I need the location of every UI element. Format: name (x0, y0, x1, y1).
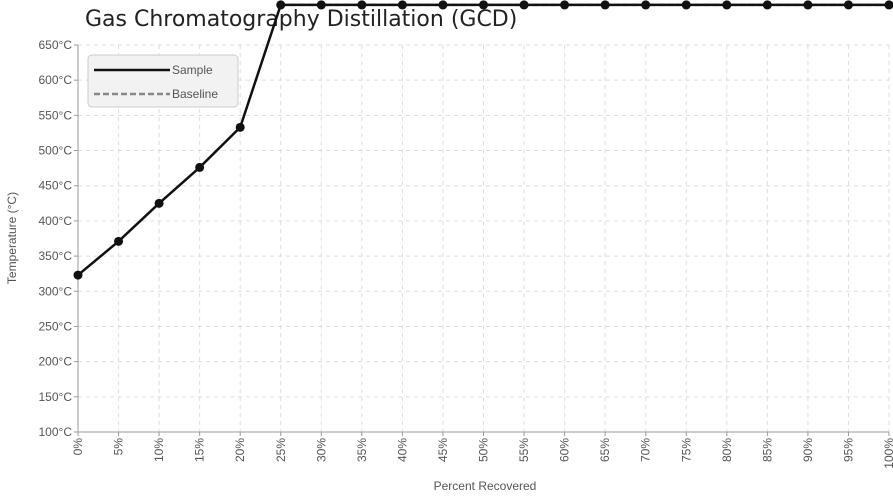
x-tick-label: 45% (436, 438, 450, 462)
y-tick-label: 600°C (39, 73, 73, 87)
y-tick-label: 350°C (39, 249, 73, 263)
legend: Sample Baseline (87, 54, 239, 108)
x-tick-label: 10% (152, 438, 166, 462)
x-tick-label: 35% (355, 438, 369, 462)
data-point (681, 0, 691, 10)
y-axis-label: Temperature (°C) (5, 192, 19, 284)
data-point (195, 162, 205, 172)
x-tick-label: 90% (801, 438, 815, 462)
x-tick-label: 25% (274, 438, 288, 462)
data-point (762, 0, 772, 10)
legend-label: Baseline (172, 87, 218, 101)
data-point (235, 122, 245, 132)
y-tick-label: 200°C (39, 355, 73, 369)
data-point (73, 270, 83, 280)
x-tick-label: 95% (841, 438, 855, 462)
data-point (397, 0, 407, 10)
x-tick-label: 5% (112, 438, 126, 456)
data-point (843, 0, 853, 10)
x-tick-label: 50% (477, 438, 491, 462)
y-tick-label: 100°C (39, 425, 73, 439)
x-tick-label: 40% (395, 438, 409, 462)
x-tick-label: 60% (558, 438, 572, 462)
chart-title: Gas Chromatography Distillation (GCD) (85, 7, 517, 32)
data-point (357, 0, 367, 10)
x-tick-label: 65% (598, 438, 612, 462)
data-point (438, 0, 448, 10)
y-tick-label: 450°C (39, 179, 73, 193)
y-tick-label: 250°C (39, 319, 73, 333)
y-tick-label: 400°C (39, 214, 73, 228)
data-point (884, 0, 893, 10)
x-axis-label: Percent Recovered (434, 479, 537, 493)
x-tick-label: 55% (517, 438, 531, 462)
data-point (722, 0, 732, 10)
x-tick-label: 30% (314, 438, 328, 462)
data-point (560, 0, 570, 10)
x-tick-label: 70% (639, 438, 653, 462)
y-tick-label: 150°C (39, 390, 73, 404)
x-tick-label: 80% (720, 438, 734, 462)
y-tick-label: 550°C (39, 108, 73, 122)
data-point (154, 198, 164, 208)
data-point (316, 0, 326, 10)
data-point (641, 0, 651, 10)
data-point (600, 0, 610, 10)
x-tick-label: 20% (233, 438, 247, 462)
x-tick-label: 85% (760, 438, 774, 462)
x-tick-label: 15% (193, 438, 207, 462)
data-point (479, 0, 488, 10)
y-tick-label: 650°C (39, 38, 73, 52)
data-point (803, 0, 813, 10)
data-point (276, 0, 286, 10)
x-tick-label: 75% (679, 438, 693, 462)
x-tick-label: 100% (882, 438, 893, 469)
data-point (519, 0, 529, 10)
legend-label: Sample (172, 63, 213, 77)
y-tick-label: 500°C (39, 144, 73, 158)
data-point (114, 236, 124, 246)
x-tick-label: 0% (71, 438, 85, 456)
y-tick-label: 300°C (39, 284, 73, 298)
